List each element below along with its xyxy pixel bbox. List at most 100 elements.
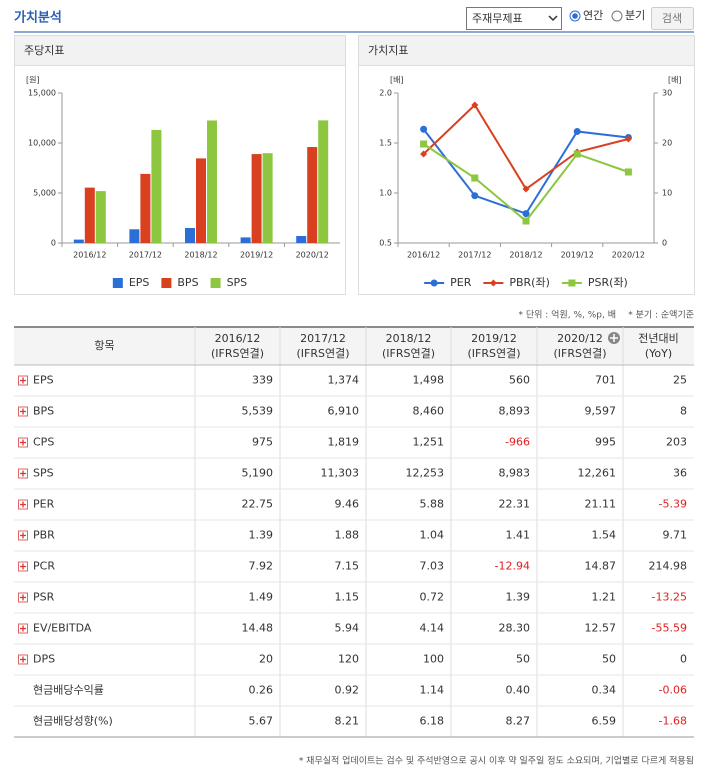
row-toggle-plus [20,377,26,384]
y-tick-label: 15,000 [28,89,56,98]
cell-value: 1.21 [592,591,617,604]
page-title: 가치분석 [14,10,62,26]
cell-value: 1,498 [413,374,445,387]
table-header-bg [14,327,694,365]
column-header: 2019/12 [471,332,517,345]
cell-value: 995 [595,436,616,449]
cell-value: 9,597 [585,405,617,418]
cell-value: 50 [602,653,616,666]
bar [84,187,95,243]
x-tick-label: 2020/12 [612,251,645,260]
x-tick-label: 2019/12 [240,251,273,260]
radio-label: 연간 [583,9,603,22]
cell-value: 1.15 [335,591,360,604]
cell-value: 214.98 [649,560,688,573]
cell-value: 203 [666,436,687,449]
point [471,101,479,109]
bar [307,147,318,243]
column-header: (IFRS연결) [467,347,520,360]
cell-value: -55.59 [652,622,687,635]
radio-dot [572,13,578,19]
row-label: BPS [33,405,54,418]
chart-title: 가치지표 [368,44,408,57]
cell-value: 28.30 [499,622,531,635]
column-header: 전년대비 [638,332,678,345]
legend-swatch [161,278,172,288]
button-label: 검색 [662,12,682,25]
cell-value: 0.72 [420,591,445,604]
y-tick-label: 1.0 [379,189,392,198]
cell-value: 5.88 [420,498,445,511]
cell-value: 1.14 [420,684,445,697]
radio[interactable] [611,10,623,22]
x-tick-label: 2016/12 [407,251,440,260]
cell-value: 14.48 [242,622,274,635]
y-tick-label: 2.0 [379,89,392,98]
row-label: PCR [33,560,55,573]
point [471,192,479,200]
cell-value: 8,983 [499,467,531,480]
cell-value: 20 [259,653,273,666]
select-arrow [548,15,558,22]
legend-label: PER [450,276,472,289]
point [420,150,428,158]
panel-header [358,35,695,66]
cell-value: 8,893 [499,405,531,418]
expand-plus [610,334,618,342]
cell-value: 5,539 [242,405,274,418]
legend-label: PBR(좌) [509,276,550,289]
bar [95,191,106,243]
bar [207,120,217,243]
bar [129,229,140,243]
unit-note: * 단위 : 억원, %, %p, 배 [519,309,617,321]
column-header: (IFRS연결) [296,347,349,360]
quarter-note: * 분기 : 순액기준 [628,309,694,321]
cell-value: 1,819 [328,436,360,449]
bar [196,158,206,243]
bar [296,235,307,243]
cell-value: 8.21 [335,715,360,728]
row-label: EV/EBITDA [33,622,92,635]
cell-value: 6.59 [592,715,617,728]
cell-value: 0.92 [335,684,360,697]
row-toggle-plus [20,532,26,539]
cell-value: 7.03 [420,560,445,573]
y2-tick-label: 0 [662,239,667,248]
cell-value: -13.25 [652,591,687,604]
cell-value: 1.41 [506,529,531,542]
radio-label: 분기 [625,9,645,22]
bar [251,154,262,243]
cell-value: 9.71 [663,529,688,542]
cell-value: 1.54 [592,529,617,542]
y2-tick-label: 30 [662,89,672,98]
cell-value: 0.40 [506,684,531,697]
cell-value: 8 [680,405,687,418]
cell-value: 560 [509,374,530,387]
panel-header [14,35,346,66]
cell-value: 9.46 [335,498,360,511]
cell-value: 1.49 [249,591,274,604]
footnote: * 재무실적 업데이트는 검수 및 주석반영으로 공시 이후 약 일주일 정도 … [299,755,694,767]
chart-panels [14,35,695,295]
point [522,185,530,193]
cell-value: 975 [252,436,273,449]
point [430,279,438,287]
cell-value: 7.15 [335,560,360,573]
cell-value: 0 [680,653,687,666]
column-header: 2017/12 [300,332,346,345]
search-button[interactable] [651,7,694,30]
point [624,168,632,176]
cell-value: 1.39 [506,591,531,604]
point [573,127,581,135]
cell-value: 339 [252,374,273,387]
cell-value: 701 [595,374,616,387]
cell-value: 25 [673,374,687,387]
x-tick-label: 2017/12 [129,251,162,260]
cell-value: -12.94 [495,560,530,573]
column-header: 항목 [94,339,114,352]
y-axis-label: [배] [390,76,404,85]
statement-select[interactable] [466,7,562,30]
row-label: PBR [33,529,55,542]
y-tick-label: 0 [51,239,56,248]
cell-value: 12,253 [406,467,445,480]
